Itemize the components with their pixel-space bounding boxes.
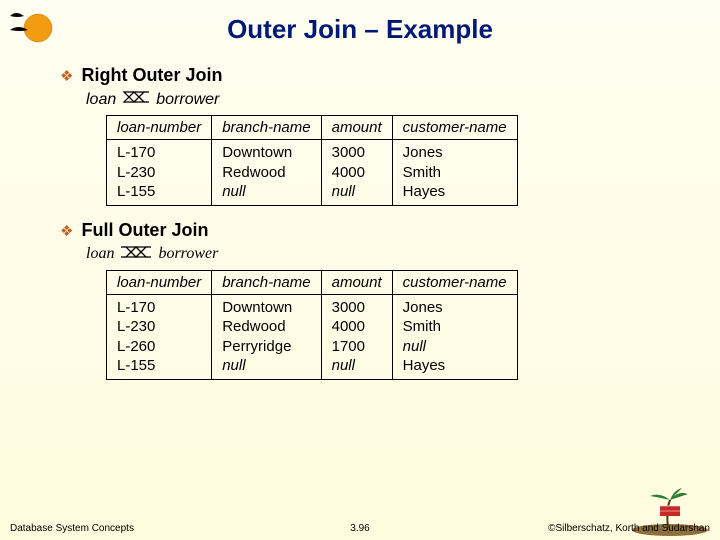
expr-left: loan: [86, 245, 114, 263]
column-header: customer-name: [392, 116, 517, 140]
column-header: amount: [321, 270, 392, 294]
slide-footer: Database System Concepts 3.96 ©Silbersch…: [0, 523, 720, 534]
slide-title: Outer Join – Example: [0, 0, 720, 45]
bullet-full-outer-join: ❖ Full Outer Join: [60, 220, 672, 241]
footer-left: Database System Concepts: [10, 523, 134, 534]
section-label: Right Outer Join: [81, 65, 222, 86]
diamond-bullet-icon: ❖: [60, 224, 73, 239]
content-area: ❖ Right Outer Join loan borrower loan-nu…: [0, 45, 720, 380]
expr-right: borrower: [156, 91, 219, 109]
diamond-bullet-icon: ❖: [60, 69, 73, 84]
right-outer-join-table: loan-numberbranch-nameamountcustomer-nam…: [106, 115, 518, 206]
column-header: loan-number: [107, 116, 212, 140]
section-label: Full Outer Join: [81, 220, 208, 241]
column-cell: DowntownRedwoodnull: [212, 140, 321, 206]
column-cell: JonesSmithHayes: [392, 140, 517, 206]
column-cell: JonesSmithnullHayes: [392, 294, 517, 379]
right-outer-join-icon: [122, 90, 150, 109]
column-cell: L-170L-230L-260L-155: [107, 294, 212, 379]
column-header: loan-number: [107, 270, 212, 294]
expr-right: borrower: [158, 245, 218, 263]
bullet-right-outer-join: ❖ Right Outer Join: [60, 65, 672, 86]
sun-icon: [8, 6, 62, 50]
relation-expression-2: loan borrower: [86, 245, 672, 264]
column-cell: 30004000null: [321, 140, 392, 206]
footer-center: 3.96: [350, 523, 369, 534]
column-header: branch-name: [212, 270, 321, 294]
expr-left: loan: [86, 91, 116, 109]
relation-expression-1: loan borrower: [86, 90, 672, 109]
column-header: customer-name: [392, 270, 517, 294]
column-cell: 300040001700null: [321, 294, 392, 379]
full-outer-join-table: loan-numberbranch-nameamountcustomer-nam…: [106, 270, 518, 380]
column-cell: DowntownRedwoodPerryridgenull: [212, 294, 321, 379]
full-outer-join-icon: [120, 245, 152, 264]
footer-right: ©Silberschatz, Korth and Sudarshan: [548, 523, 710, 534]
column-header: branch-name: [212, 116, 321, 140]
column-header: amount: [321, 116, 392, 140]
column-cell: L-170L-230L-155: [107, 140, 212, 206]
